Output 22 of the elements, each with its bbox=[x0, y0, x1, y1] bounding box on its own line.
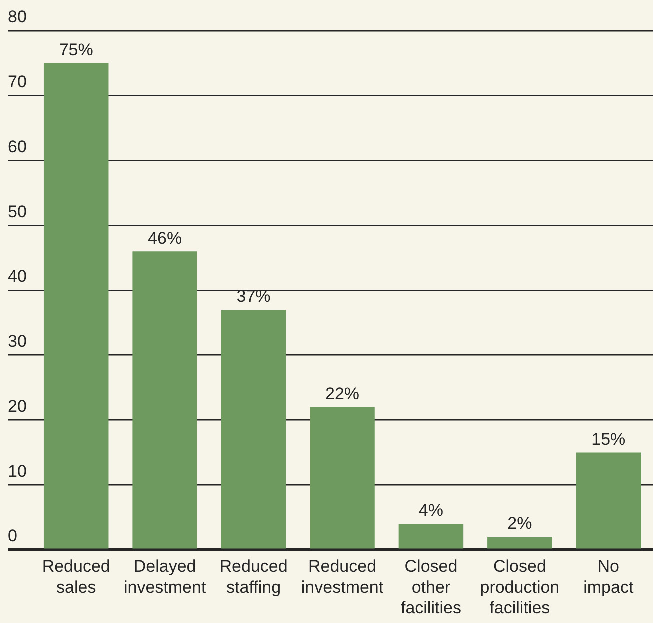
y-tick-label: 30 bbox=[8, 332, 27, 352]
y-tick-label: 40 bbox=[8, 267, 27, 286]
x-tick-label: Delayed investment bbox=[124, 557, 206, 597]
data-label: 2% bbox=[508, 514, 532, 534]
x-tick-label: Reduced staffing bbox=[220, 557, 288, 597]
y-tick-label: 50 bbox=[8, 202, 27, 222]
y-tick-label: 0 bbox=[8, 526, 18, 546]
y-tick-label: 80 bbox=[8, 8, 27, 27]
y-tick-label: 20 bbox=[8, 396, 27, 416]
y-tick-label: 10 bbox=[8, 462, 27, 481]
data-label: 75% bbox=[59, 40, 94, 60]
data-label: 4% bbox=[418, 501, 444, 520]
x-tick-label: Reduced sales bbox=[42, 557, 110, 597]
data-label: 15% bbox=[592, 430, 626, 449]
data-label: 46% bbox=[148, 228, 182, 248]
x-tick-label: Closed production facilities bbox=[480, 557, 560, 618]
y-tick-label: 70 bbox=[8, 72, 27, 92]
x-tick-label: Reduced investment bbox=[301, 557, 384, 597]
y-tick-label: 60 bbox=[8, 137, 27, 156]
x-tick-label: Closed other facilities bbox=[400, 557, 462, 618]
data-label: 22% bbox=[325, 384, 360, 404]
x-tick-label: No impact bbox=[584, 557, 634, 597]
